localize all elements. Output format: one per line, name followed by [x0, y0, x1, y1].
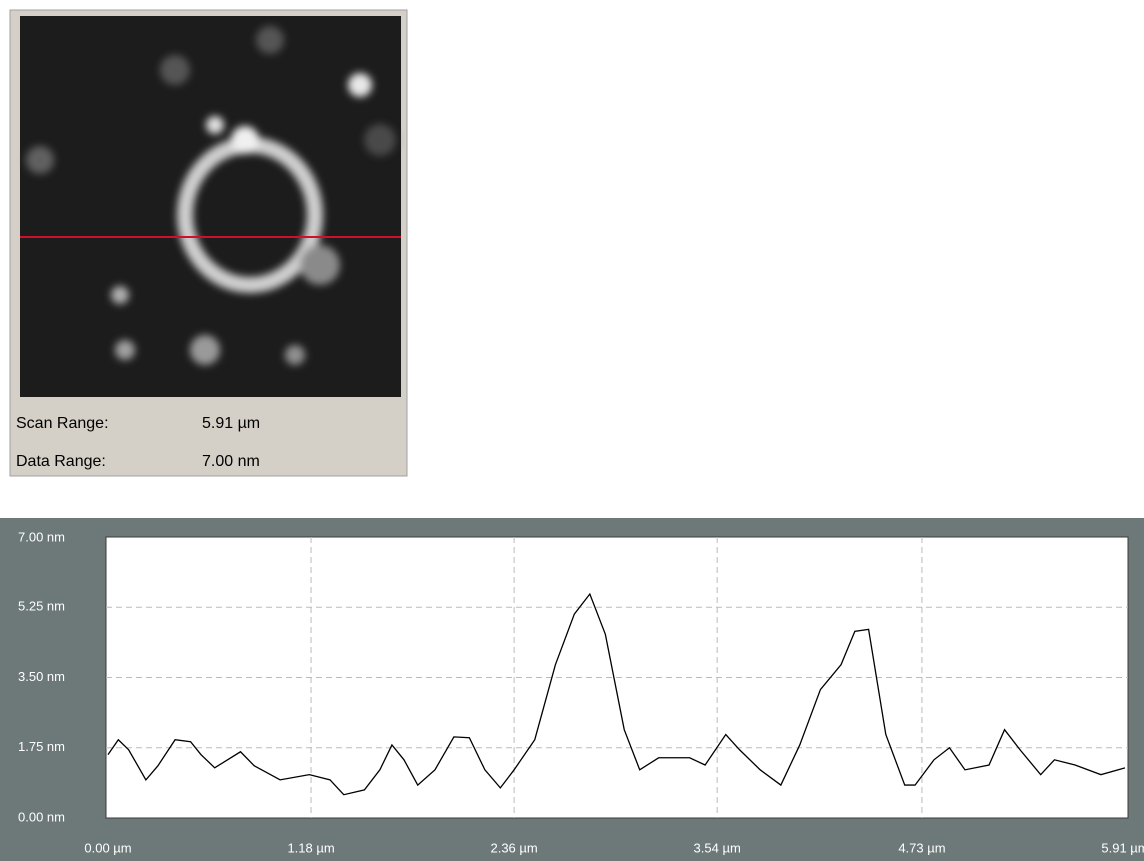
x-tick-label: 1.18 µm — [287, 840, 334, 855]
screen: Scan Range: 5.91 µm Data Range: 7.00 nm … — [0, 0, 1144, 861]
info-value: 5.91 µm — [202, 415, 260, 432]
x-tick-label: 4.73 µm — [898, 840, 945, 855]
y-tick-label: 0.00 nm — [18, 809, 65, 824]
x-tick-label: 3.54 µm — [694, 840, 741, 855]
info-label: Data Range: — [16, 453, 106, 470]
page: {"scan_info": {"rows": [["Scan Range:", … — [0, 0, 1144, 861]
y-tick-label: 7.00 nm — [18, 529, 65, 544]
y-tick-label: 5.25 nm — [18, 599, 65, 614]
x-tick-label: 2.36 µm — [490, 840, 537, 855]
info-label: Scan Range: — [16, 415, 109, 432]
x-tick-label: 0.00 µm — [84, 840, 131, 855]
y-tick-label: 3.50 nm — [18, 669, 65, 684]
y-tick-label: 1.75 nm — [18, 739, 65, 754]
x-tick-label: 5.91 µm — [1101, 840, 1144, 855]
info-value: 7.00 nm — [202, 453, 260, 470]
